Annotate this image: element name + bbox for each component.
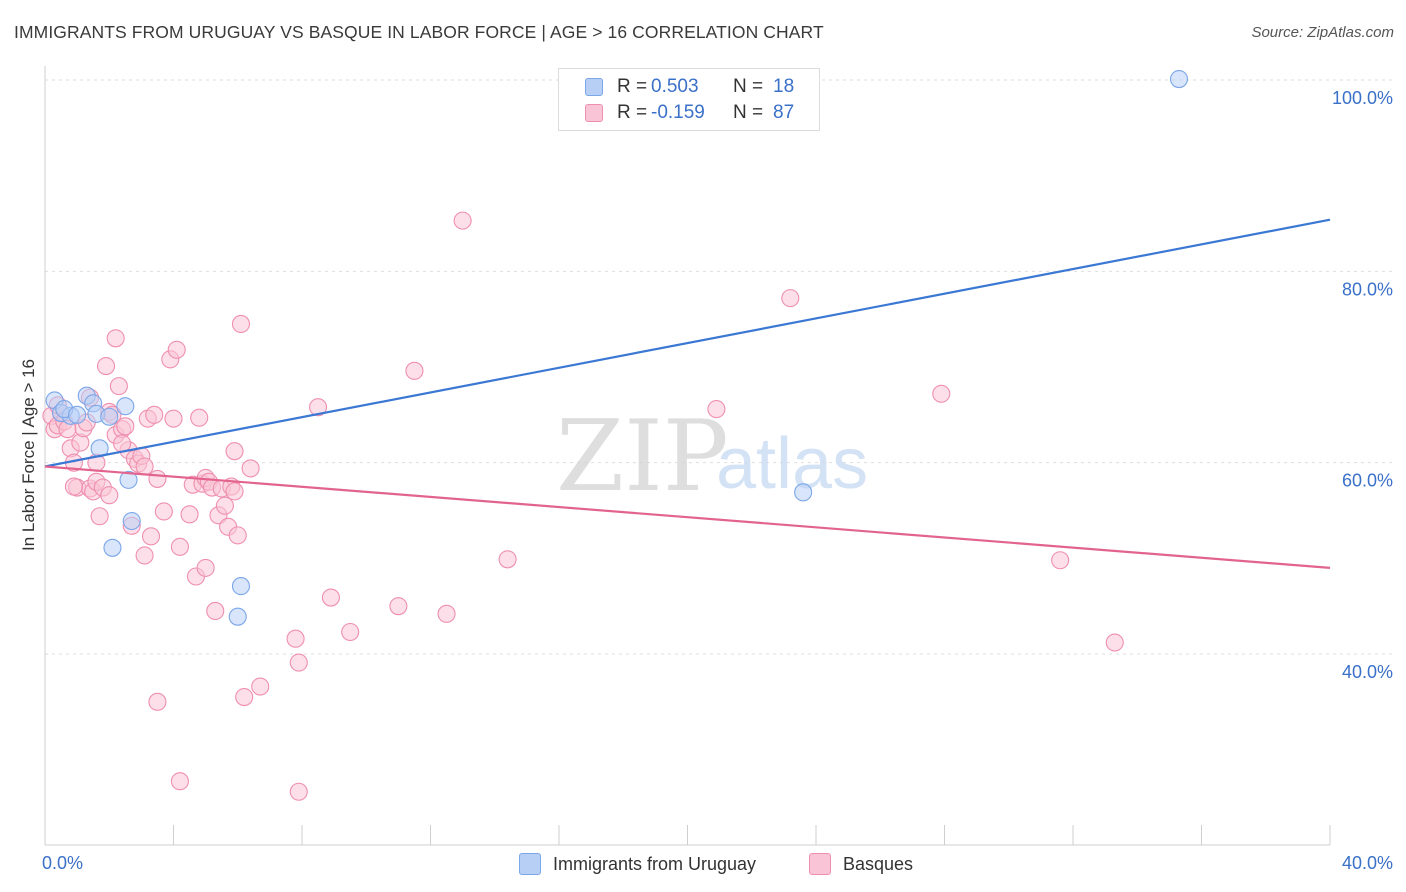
basques-point bbox=[241, 459, 260, 478]
trend-layer bbox=[44, 218, 1331, 569]
basques-point bbox=[106, 329, 125, 348]
y-axis-label: In Labor Force | Age > 16 bbox=[19, 359, 38, 551]
basques-point bbox=[405, 361, 424, 380]
basques-point bbox=[231, 314, 251, 334]
uruguay-trend-line bbox=[44, 218, 1331, 468]
legend-r-value: -0.159 bbox=[651, 102, 705, 123]
watermark: ZIP atlas bbox=[556, 400, 868, 514]
basques-point bbox=[90, 507, 109, 526]
y-tick-label: 80.0% bbox=[1342, 279, 1393, 299]
uruguay-point bbox=[231, 577, 251, 596]
y-tick-label: 40.0% bbox=[1342, 662, 1393, 682]
basques-point bbox=[116, 417, 135, 436]
basques-point bbox=[437, 604, 456, 623]
basques-point bbox=[781, 289, 800, 308]
basques-point bbox=[225, 482, 244, 501]
uruguay-point bbox=[119, 470, 138, 489]
uruguay-point bbox=[794, 483, 813, 502]
basques-point bbox=[206, 601, 225, 621]
basques-point bbox=[135, 457, 154, 476]
basques-point bbox=[251, 677, 270, 696]
x-tick-label: 40.0% bbox=[1342, 853, 1393, 873]
legend-n-label: N = bbox=[733, 102, 764, 123]
basques-point bbox=[309, 398, 328, 417]
legend-r-label: R = bbox=[617, 102, 648, 123]
basques-point bbox=[148, 469, 167, 488]
legend-n-value: 18 bbox=[773, 76, 795, 97]
basques-point bbox=[498, 550, 517, 569]
uruguay-point bbox=[122, 511, 141, 531]
legend-row-basques: R = -0.159 N = 87 bbox=[585, 101, 794, 125]
basques-point bbox=[180, 505, 199, 524]
basques-point bbox=[228, 526, 247, 545]
basques-point bbox=[145, 405, 164, 424]
legend-swatch-basques bbox=[585, 104, 603, 122]
correlation-legend: R = 0.503 N = 18 R = -0.159 N = 87 bbox=[558, 68, 820, 131]
basques-point bbox=[215, 496, 234, 515]
legend-r-value: 0.503 bbox=[651, 76, 699, 97]
basques-point bbox=[196, 558, 215, 577]
basques-point bbox=[100, 486, 119, 505]
basques-point bbox=[932, 384, 951, 403]
basques-point bbox=[135, 546, 154, 565]
basques-point bbox=[453, 211, 472, 230]
basques-point bbox=[1105, 633, 1124, 652]
basques-point bbox=[190, 408, 209, 427]
uruguay-point bbox=[68, 405, 87, 424]
uruguay-point bbox=[103, 538, 122, 557]
basques-trend-line bbox=[44, 465, 1331, 569]
legend-r-label: R = bbox=[617, 76, 648, 97]
basques-point bbox=[225, 442, 244, 461]
y-tick-label: 100.0% bbox=[1332, 88, 1393, 108]
basques-point bbox=[164, 409, 183, 428]
basques-point bbox=[321, 588, 340, 607]
basques-point bbox=[235, 687, 254, 707]
basques-point bbox=[1051, 551, 1070, 570]
watermark-atlas: atlas bbox=[716, 424, 868, 504]
tick-labels: 40.0% 60.0% 80.0% 100.0% 0.0% 40.0% bbox=[42, 88, 1393, 873]
basques-point bbox=[289, 782, 308, 801]
legend-label-basques: Basques bbox=[843, 853, 914, 874]
basques-point bbox=[389, 597, 408, 616]
series-legend-basques[interactable]: Basques bbox=[809, 852, 913, 876]
basques-point bbox=[289, 653, 308, 672]
series-legend-uruguay[interactable]: Immigrants from Uruguay bbox=[519, 852, 756, 876]
basques-point bbox=[170, 537, 189, 556]
legend-row-uruguay: R = 0.503 N = 18 bbox=[585, 75, 794, 99]
y-tick-label: 60.0% bbox=[1342, 471, 1393, 491]
legend-swatch-basques bbox=[809, 853, 831, 875]
watermark-zip: ZIP bbox=[556, 400, 729, 514]
legend-swatch-uruguay bbox=[519, 853, 541, 875]
grid-layer bbox=[45, 79, 1392, 655]
axis-layer bbox=[44, 66, 1331, 846]
uruguay-point bbox=[100, 407, 119, 426]
basques-point bbox=[109, 377, 128, 396]
uruguay-point bbox=[1169, 69, 1189, 89]
legend-label-uruguay: Immigrants from Uruguay bbox=[553, 853, 757, 874]
basques-point bbox=[154, 502, 173, 521]
basques-point bbox=[707, 400, 726, 419]
basques-point bbox=[286, 629, 305, 648]
uruguay-point bbox=[228, 607, 247, 626]
legend-n-value: 87 bbox=[773, 102, 795, 123]
basques-point bbox=[148, 692, 167, 711]
uruguay-point bbox=[116, 397, 135, 416]
basques-point bbox=[170, 772, 189, 791]
x-tick-label: 0.0% bbox=[42, 853, 83, 873]
basques-point bbox=[141, 527, 161, 546]
basques-point bbox=[64, 477, 83, 496]
legend-n-label: N = bbox=[733, 76, 764, 97]
basques-point bbox=[96, 356, 116, 376]
basques-point bbox=[341, 622, 360, 642]
chart-title: IMMIGRANTS FROM URUGUAY VS BASQUE IN LAB… bbox=[14, 22, 824, 42]
basques-point bbox=[167, 340, 186, 359]
legend-swatch-uruguay bbox=[585, 78, 603, 96]
source-credit: Source: ZipAtlas.com bbox=[1251, 24, 1394, 41]
